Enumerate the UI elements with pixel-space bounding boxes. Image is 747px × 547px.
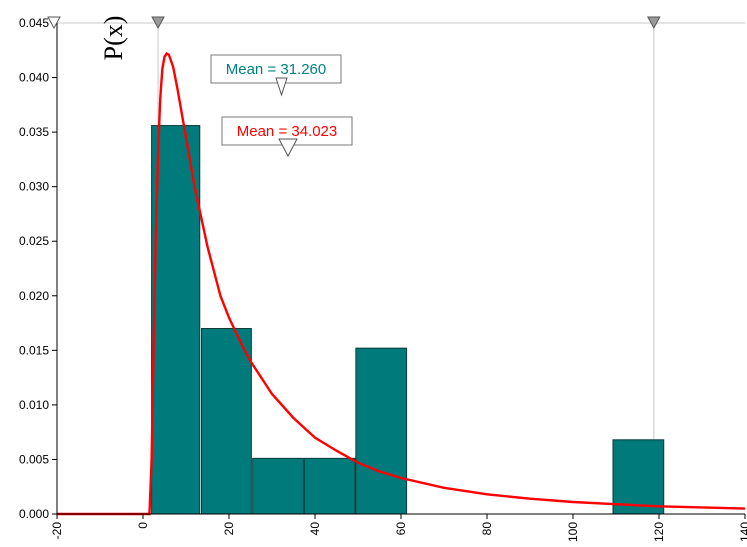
- y-tick-label: 0.010: [19, 398, 49, 412]
- y-tick-label: 0.025: [19, 234, 49, 248]
- x-tick-label: -20: [50, 522, 64, 540]
- x-tick-label: 80: [480, 522, 494, 536]
- x-tick-label: 60: [394, 522, 408, 536]
- x-tick-labels: -20 0 20 40 60 80 100 120 140: [50, 514, 747, 542]
- y-tick-label: 0.030: [19, 180, 49, 194]
- y-tick-label: 0.035: [19, 125, 49, 139]
- y-tick-label: 0.020: [19, 289, 49, 303]
- fitted-curve: [57, 51, 746, 516]
- histogram-bar: [612, 439, 665, 515]
- slider-marker-icon[interactable]: [646, 16, 661, 30]
- histogram-bar: [252, 457, 304, 515]
- corner-marker-icon[interactable]: [47, 16, 61, 30]
- mean-label-teal: Mean = 31.260: [210, 54, 342, 97]
- x-tick-label: 0: [136, 522, 150, 529]
- y-tick-label: 0.005: [19, 452, 49, 466]
- slider-marker-icon[interactable]: [151, 16, 165, 30]
- histogram-bar: [355, 347, 408, 515]
- x-tick-label: 140: [738, 522, 747, 542]
- histogram-bars: [151, 125, 665, 515]
- mean-label-red-text: Mean = 34.023: [237, 123, 338, 140]
- mean-label-teal-text: Mean = 31.260: [226, 61, 327, 78]
- histogram-bar: [151, 125, 201, 515]
- x-tick-label: 40: [308, 522, 322, 536]
- mean-pointer-teal-icon: [275, 77, 288, 97]
- y-tick-label: 0.045: [19, 16, 49, 30]
- x-tick-label: 120: [652, 522, 666, 542]
- mean-pointer-red-icon: [278, 138, 298, 158]
- x-tick-label: 20: [222, 522, 236, 536]
- y-axis-label: P(x): [99, 16, 128, 61]
- histogram-bar: [303, 457, 356, 515]
- y-tick-labels: 0.000 0.005 0.010 0.015 0.020 0.025 0.030 0.035…: [19, 16, 57, 521]
- mean-label-red: Mean = 34.023: [221, 116, 353, 158]
- x-tick-label: 100: [566, 522, 580, 542]
- y-tick-label: 0.000: [19, 507, 49, 521]
- top-markers: [47, 16, 661, 30]
- y-tick-label: 0.015: [19, 343, 49, 357]
- y-tick-label: 0.040: [19, 71, 49, 85]
- histogram-bar: [200, 328, 252, 515]
